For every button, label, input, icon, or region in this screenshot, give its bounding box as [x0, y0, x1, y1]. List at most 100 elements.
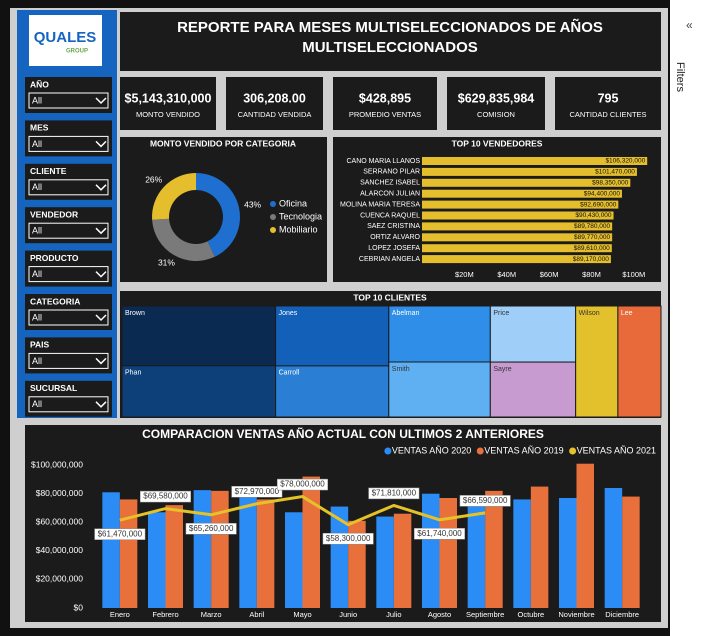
- dropdown-chevron: [95, 357, 107, 365]
- bar: [422, 211, 614, 220]
- legend-label: VENTAS AÑO 2021: [577, 445, 656, 455]
- line-value-label: $61,740,000: [417, 529, 462, 538]
- kpi-value: $428,895: [359, 91, 411, 105]
- x-tick-label: Diciembre: [605, 610, 639, 619]
- header-panel: [120, 12, 661, 71]
- x-tick-label: Marzo: [201, 610, 222, 619]
- treemap-tile: [388, 305, 491, 363]
- treemap-tile: [275, 365, 390, 418]
- bar: [148, 512, 166, 608]
- bar: [622, 496, 640, 608]
- logo-name: QUALES: [34, 29, 97, 46]
- kpi-card: [333, 77, 437, 130]
- line-value-label: $78,000,000: [280, 480, 325, 489]
- treemap-label: Carroll: [279, 370, 300, 377]
- dropdown-chevron: [95, 97, 107, 105]
- slicer-dropdown[interactable]: [28, 222, 109, 239]
- treemap-tile: [489, 305, 577, 363]
- x-tick-label: $40M: [497, 270, 516, 279]
- slicer-value: All: [32, 399, 42, 409]
- bar: [422, 244, 612, 253]
- bar: [102, 492, 120, 608]
- bar: [467, 498, 486, 608]
- chart-title: MONTO VENDIDO POR CATEGORIA: [150, 138, 296, 148]
- treemap-label: Smith: [392, 366, 410, 373]
- treemap-label: Price: [493, 310, 509, 317]
- y-tick-label: CEBRIAN ANGELA: [359, 256, 420, 263]
- slicer-label: PRODUCTO: [30, 253, 79, 263]
- line-value-label: $66,590,000: [463, 496, 508, 505]
- bar: [119, 499, 138, 608]
- value-label-box: [277, 478, 328, 491]
- bar: [439, 498, 457, 608]
- bar: [422, 200, 619, 209]
- bar: [559, 498, 577, 608]
- slicer-dropdown[interactable]: [28, 396, 109, 413]
- y-tick-label: $80,000,000: [36, 488, 84, 498]
- slicer-dropdown[interactable]: [28, 352, 109, 369]
- collapse-icon[interactable]: «: [686, 18, 693, 32]
- y-tick-label: SERRANO PILAR: [363, 169, 420, 176]
- slicer-dropdown[interactable]: [28, 179, 109, 196]
- kpi-value: $5,143,310,000: [125, 91, 212, 105]
- line: [119, 495, 486, 527]
- y-tick-label: LOPEZ JOSEFA: [368, 245, 420, 252]
- chart-title: TOP 10 CLIENTES: [353, 292, 427, 302]
- value-label-box: [140, 490, 191, 503]
- slicer-value: All: [32, 269, 42, 279]
- line-value-label: $61,470,000: [98, 529, 143, 538]
- bar: [422, 493, 440, 608]
- kpi-card: [226, 77, 323, 130]
- value-label-box: [231, 486, 283, 498]
- value-label-box: [414, 528, 465, 540]
- dropdown-chevron: [95, 271, 107, 278]
- slicer-value: All: [32, 182, 42, 192]
- bar-value-label: $89,170,000: [573, 256, 610, 263]
- bar: [513, 499, 531, 608]
- slicer-value: All: [32, 95, 42, 105]
- bar: [239, 490, 257, 608]
- bar-value-label: $92,690,000: [580, 201, 617, 208]
- slicer-dropdown[interactable]: [28, 266, 109, 283]
- treemap-tile: [617, 305, 662, 418]
- y-tick-label: ORTIZ ALVARO: [370, 234, 420, 241]
- logo-box: [29, 15, 102, 66]
- y-tick-label: CANO MARIA LLANOS: [346, 158, 420, 165]
- filters-label[interactable]: Filters: [674, 62, 686, 92]
- legend-marker: [270, 214, 276, 220]
- y-tick-label: $40,000,000: [36, 545, 84, 555]
- line-value-label: $71,810,000: [372, 489, 417, 498]
- treemap-tile: [121, 305, 277, 367]
- bar: [422, 255, 611, 264]
- x-tick-label: Abril: [249, 610, 264, 619]
- bar: [302, 476, 320, 608]
- slicer-dropdown[interactable]: [28, 135, 109, 152]
- bar: [604, 488, 623, 608]
- treemap-label: Wilson: [579, 310, 600, 317]
- kpi-value: $629,835,984: [458, 91, 535, 105]
- kpi-card: [555, 77, 661, 130]
- x-tick-label: Enero: [110, 610, 130, 619]
- treemap-label: Lee: [621, 310, 633, 317]
- y-tick-label: $20,000,000: [36, 574, 84, 584]
- dropdown-chevron: [95, 401, 107, 408]
- x-tick-label: $100M: [622, 270, 645, 279]
- y-tick-label: CUENCA RAQUEL: [360, 212, 420, 219]
- filters-pane[interactable]: [670, 0, 706, 636]
- line-value-label: $58,300,000: [326, 534, 371, 543]
- legend-label: VENTAS AÑO 2019: [484, 445, 563, 455]
- x-tick-label: Noviembre: [558, 610, 594, 619]
- bar-value-label: $98,350,000: [592, 180, 629, 187]
- pie-slice: [151, 173, 196, 220]
- slicer-dropdown[interactable]: [28, 309, 109, 326]
- kpi-label: MONTO VENDIDO: [136, 110, 200, 119]
- logo-sub: GROUP: [66, 49, 88, 55]
- legend-marker: [384, 447, 392, 455]
- y-tick-label: SAEZ CRISTINA: [367, 223, 420, 230]
- line-value-label: $69,580,000: [143, 492, 188, 501]
- slicer-dropdown[interactable]: [28, 92, 109, 109]
- legend-marker: [476, 447, 484, 455]
- bar-value-label: $89,610,000: [574, 245, 611, 252]
- x-tick-label: $80M: [582, 270, 601, 279]
